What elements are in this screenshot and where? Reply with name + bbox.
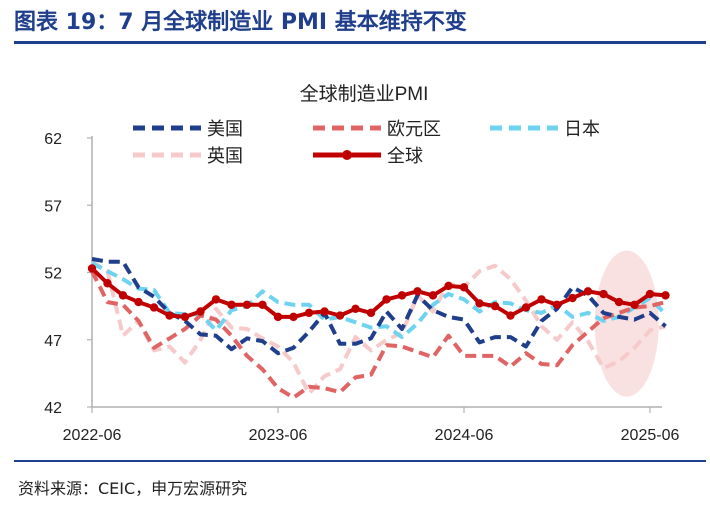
series-point-全球 — [103, 279, 112, 288]
series-point-全球 — [242, 300, 252, 309]
legend-label: 欧元区 — [387, 119, 441, 139]
legend-item-全球: 全球 — [313, 146, 423, 166]
x-tick-label: 2025-06 — [621, 427, 680, 444]
series-point-全球 — [413, 287, 422, 296]
series-point-全球 — [180, 312, 190, 322]
axis-layer: 42 47 52 57 62 2022-06 2023-06 2024-06 2025-06 — [44, 131, 679, 444]
series-point-全球 — [382, 295, 391, 304]
series-point-全球 — [134, 297, 143, 307]
x-tick-label: 2022-06 — [63, 427, 122, 444]
series-point-全球 — [599, 289, 608, 299]
legend-item-英国: 英国 — [133, 146, 243, 166]
series-point-全球 — [320, 307, 329, 316]
highlight-ellipse — [594, 250, 659, 397]
legend-item-日本: 日本 — [490, 119, 600, 139]
series-line-英国 — [90, 259, 666, 396]
legend-label: 美国 — [207, 119, 243, 139]
legend-label: 英国 — [207, 146, 243, 166]
series-point-全球 — [273, 312, 283, 322]
series-point-全球 — [258, 300, 267, 309]
x-tick-label: 2024-06 — [435, 427, 494, 444]
page-title: 图表 19：7 月全球制造业 PMI 基本维持不变 — [14, 10, 467, 35]
series-point-全球 — [351, 304, 360, 314]
series-line-欧元区 — [90, 270, 666, 400]
series-point-全球 — [289, 312, 298, 322]
series-point-全球 — [459, 283, 469, 292]
highlight-layer — [594, 250, 659, 397]
series-line-美国 — [91, 257, 667, 356]
legend-item-欧元区: 欧元区 — [313, 119, 441, 139]
series-point-全球 — [537, 295, 546, 304]
x-tick-label: 2023-06 — [249, 427, 308, 444]
series-point-全球 — [552, 300, 562, 309]
header-divider — [14, 41, 706, 44]
y-tick-label: 57 — [44, 198, 62, 215]
legend-item-美国: 美国 — [133, 119, 243, 139]
series-point-全球 — [583, 287, 593, 296]
y-tick-label: 47 — [44, 333, 62, 350]
y-tick-label: 42 — [44, 400, 62, 417]
series-point-全球 — [366, 308, 376, 318]
series-point-全球 — [227, 300, 236, 309]
series-point-全球 — [506, 311, 515, 320]
series-point-全球 — [630, 300, 639, 309]
chart-title: 全球制造业PMI — [300, 83, 429, 105]
series-point-全球 — [475, 299, 484, 308]
series-point-全球 — [118, 291, 128, 300]
series-point-全球 — [568, 293, 577, 303]
series-point-全球 — [304, 308, 314, 318]
legend-label: 全球 — [387, 146, 423, 166]
series-line-日本 — [91, 261, 667, 340]
series-point-全球 — [87, 264, 97, 273]
series-point-全球 — [211, 295, 221, 304]
series-point-全球 — [196, 307, 205, 316]
footer-divider — [14, 460, 706, 462]
pmi-line-chart: 42 47 52 57 62 2022-06 2023-06 2024-06 2025-06 全… — [44, 83, 679, 444]
series-layer — [87, 257, 670, 400]
series-point-全球 — [444, 281, 453, 291]
series-point-全球 — [661, 291, 670, 300]
y-tick-label: 62 — [44, 131, 62, 148]
y-tick-label: 52 — [44, 266, 62, 283]
legend-label: 日本 — [564, 119, 600, 139]
series-point-全球 — [490, 301, 500, 311]
series-point-全球 — [335, 311, 345, 320]
series-point-全球 — [165, 311, 174, 320]
legend-marker — [342, 150, 352, 160]
series-point-全球 — [645, 289, 655, 299]
source-note: 资料来源：CEIC，申万宏源研究 — [18, 479, 248, 498]
series-point-全球 — [521, 303, 531, 312]
series-point-全球 — [149, 303, 159, 312]
series-point-全球 — [397, 291, 407, 300]
series-point-全球 — [614, 297, 624, 307]
series-point-全球 — [428, 291, 438, 300]
